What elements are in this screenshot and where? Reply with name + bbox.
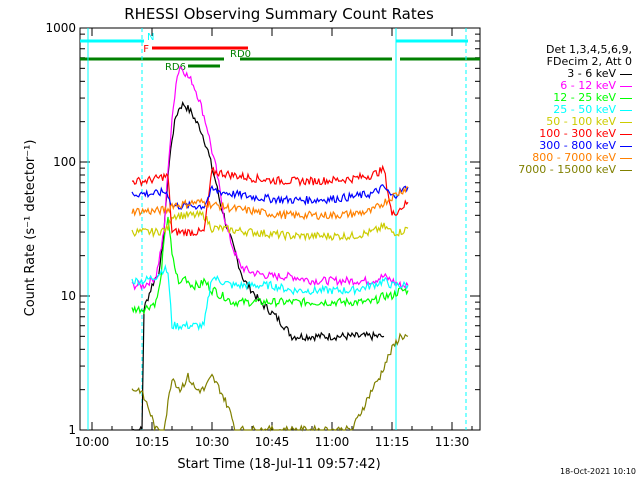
legend-entry-label: 7000 - 15000 keV — [518, 163, 616, 176]
legend-swatch — [620, 109, 632, 111]
legend-swatch — [620, 169, 632, 171]
observing-mode-bars: NF RD0 RD6 — [80, 32, 480, 73]
x-axis-label: Start Time (18-Jul-11 09:57:42) — [177, 457, 380, 472]
series-group — [131, 65, 409, 432]
x-axis-ticks: 10:00 10:15 10:30 10:45 11:00 11:15 11:30 — [75, 28, 473, 449]
legend-entry-label: 50 - 100 keV — [546, 115, 616, 128]
x-tick-label: 10:30 — [195, 435, 230, 449]
flag-label-rd0: RD0 — [230, 49, 251, 60]
legend-swatch — [620, 85, 632, 87]
series-line-25-50kev — [131, 263, 409, 332]
legend-entry: 300 - 800 keV — [472, 140, 632, 152]
x-tick-label: 10:00 — [75, 435, 110, 449]
legend-header-line-1: Det 1,3,4,5,6,9, — [545, 43, 632, 56]
y-axis-label: Count Rate (s⁻¹ detector⁻¹) — [23, 140, 38, 317]
legend-entry: 25 - 50 keV — [472, 104, 632, 116]
legend-entry-label: 25 - 50 keV — [553, 103, 616, 116]
legend-swatch — [620, 73, 632, 75]
legend-entry-label: 800 - 7000 keV — [532, 151, 616, 164]
legend-entry: 3 - 6 keV — [472, 68, 632, 80]
chart-legend: Det 1,3,4,5,6,9, FDecim 2, Att 0 3 - 6 k… — [472, 44, 632, 176]
legend-entry-label: 3 - 6 keV — [567, 67, 616, 80]
y-tick-label: 1 — [68, 423, 76, 437]
x-tick-label: 11:30 — [435, 435, 470, 449]
legend-entry-label: 12 - 25 keV — [553, 91, 616, 104]
legend-entry: 50 - 100 keV — [472, 116, 632, 128]
series-line-100-300kev — [131, 164, 409, 237]
y-tick-label: 10 — [61, 289, 76, 303]
x-tick-label: 10:45 — [255, 435, 290, 449]
legend-swatch — [620, 145, 632, 147]
legend-header-line-2: FDecim 2, Att 0 — [546, 55, 632, 68]
legend-entry: 7000 - 15000 keV — [472, 164, 632, 176]
legend-swatch — [620, 133, 632, 135]
flag-label-rd6: RD6 — [165, 62, 186, 73]
series-line-300-800kev — [131, 184, 409, 211]
legend-entry-label: 6 - 12 keV — [560, 79, 616, 92]
y-tick-label: 100 — [53, 155, 76, 169]
x-tick-label: 11:00 — [315, 435, 350, 449]
series-line-12-25kev — [131, 216, 409, 315]
x-tick-label: 11:15 — [375, 435, 410, 449]
flag-label-f: F — [143, 44, 149, 55]
legend-entry: 12 - 25 keV — [472, 92, 632, 104]
generation-timestamp: 18-Oct-2021 10:10 — [560, 467, 636, 476]
legend-entry-label: 300 - 800 keV — [539, 139, 616, 152]
legend-swatch — [620, 121, 632, 123]
series-line-50-100kev — [131, 209, 409, 242]
y-tick-label: 1000 — [45, 21, 76, 35]
legend-entry-label: 100 - 300 keV — [539, 127, 616, 140]
legend-swatch — [620, 97, 632, 99]
y-axis-ticks: 1 10 100 1000 — [45, 21, 480, 437]
x-tick-label: 10:15 — [135, 435, 170, 449]
series-line-800-7000kev — [131, 186, 409, 221]
legend-swatch — [620, 157, 632, 159]
legend-entry: 100 - 300 keV — [472, 128, 632, 140]
legend-entry: 6 - 12 keV — [472, 80, 632, 92]
series-line-3-6kev — [131, 100, 385, 431]
series-line-6-12kev — [131, 65, 409, 291]
flag-label-n: N — [147, 32, 154, 43]
attenuator-vlines — [87, 28, 467, 430]
series-line-7000-15000kev — [131, 332, 409, 432]
legend-entry: 800 - 7000 keV — [472, 152, 632, 164]
chart-title: RHESSI Observing Summary Count Rates — [124, 5, 434, 23]
